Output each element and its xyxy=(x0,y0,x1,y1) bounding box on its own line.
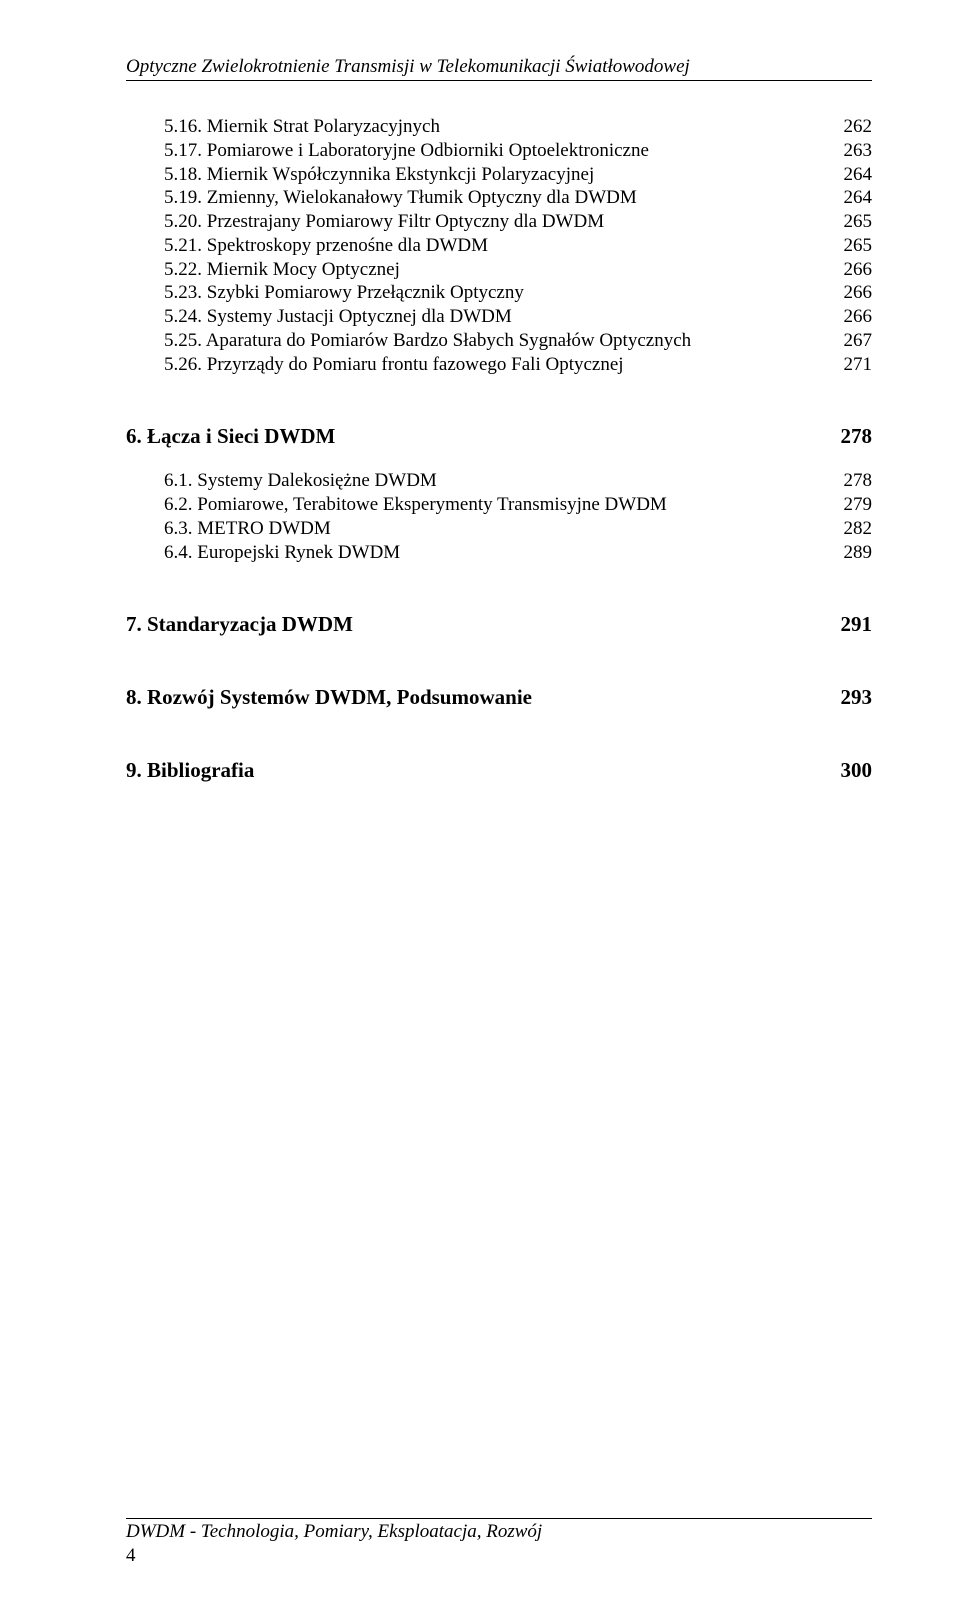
toc-page: 282 xyxy=(844,517,873,541)
toc-entry: 5.25. Aparatura do Pomiarów Bardzo Słaby… xyxy=(164,329,872,353)
toc-page: 263 xyxy=(844,139,873,163)
section-title: 6. Łącza i Sieci DWDM xyxy=(126,424,335,449)
toc-page: 266 xyxy=(844,305,873,329)
section-page: 291 xyxy=(841,612,873,637)
toc-entry: 5.19. Zmienny, Wielokanałowy Tłumik Opty… xyxy=(164,186,872,210)
toc-page: 266 xyxy=(844,258,873,282)
section-heading-7: 7. Standaryzacja DWDM 291 xyxy=(126,612,872,637)
toc-label: 5.22. Miernik Mocy Optycznej xyxy=(164,258,844,282)
toc-label: 5.17. Pomiarowe i Laboratoryjne Odbiorni… xyxy=(164,139,844,163)
section-title: 8. Rozwój Systemów DWDM, Podsumowanie xyxy=(126,685,532,710)
toc-entry: 5.26. Przyrządy do Pomiaru frontu fazowe… xyxy=(164,353,872,377)
toc-entry: 5.23. Szybki Pomiarowy Przełącznik Optyc… xyxy=(164,281,872,305)
page-footer: DWDM - Technologia, Pomiary, Eksploatacj… xyxy=(126,1518,872,1567)
toc-page: 266 xyxy=(844,281,873,305)
toc-page: 264 xyxy=(844,186,873,210)
toc-entry: 5.24. Systemy Justacji Optycznej dla DWD… xyxy=(164,305,872,329)
toc-label: 5.25. Aparatura do Pomiarów Bardzo Słaby… xyxy=(164,329,844,353)
section-heading-9: 9. Bibliografia 300 xyxy=(126,758,872,783)
toc-label: 5.23. Szybki Pomiarowy Przełącznik Optyc… xyxy=(164,281,844,305)
toc-entry: 6.2. Pomiarowe, Terabitowe Eksperymenty … xyxy=(164,493,872,517)
toc-label: 5.16. Miernik Strat Polaryzacyjnych xyxy=(164,115,844,139)
toc-page: 265 xyxy=(844,234,873,258)
toc-label: 5.24. Systemy Justacji Optycznej dla DWD… xyxy=(164,305,844,329)
toc-label: 6.1. Systemy Dalekosiężne DWDM xyxy=(164,469,844,493)
toc-entry: 5.22. Miernik Mocy Optycznej 266 xyxy=(164,258,872,282)
toc-entry: 6.1. Systemy Dalekosiężne DWDM 278 xyxy=(164,469,872,493)
toc-label: 5.20. Przestrajany Pomiarowy Filtr Optyc… xyxy=(164,210,844,234)
section-page: 278 xyxy=(841,424,873,449)
section-title: 7. Standaryzacja DWDM xyxy=(126,612,353,637)
toc-entry: 5.16. Miernik Strat Polaryzacyjnych 262 xyxy=(164,115,872,139)
toc-page: 289 xyxy=(844,541,873,565)
toc-label: 5.18. Miernik Współczynnika Ekstynkcji P… xyxy=(164,163,844,187)
toc-label: 5.19. Zmienny, Wielokanałowy Tłumik Opty… xyxy=(164,186,844,210)
toc-page: 264 xyxy=(844,163,873,187)
section-heading-6: 6. Łącza i Sieci DWDM 278 xyxy=(126,424,872,449)
toc-page: 278 xyxy=(844,469,873,493)
footer-text: DWDM - Technologia, Pomiary, Eksploatacj… xyxy=(126,1521,872,1543)
footer-rule xyxy=(126,1518,872,1519)
toc-label: 5.26. Przyrządy do Pomiaru frontu fazowe… xyxy=(164,353,844,377)
footer-page-number: 4 xyxy=(126,1545,872,1567)
toc-entry: 6.4. Europejski Rynek DWDM 289 xyxy=(164,541,872,565)
toc-entry: 5.20. Przestrajany Pomiarowy Filtr Optyc… xyxy=(164,210,872,234)
toc-label: 6.3. METRO DWDM xyxy=(164,517,844,541)
toc-entry: 6.3. METRO DWDM 282 xyxy=(164,517,872,541)
section-page: 300 xyxy=(841,758,873,783)
header-rule xyxy=(126,80,872,81)
section-page: 293 xyxy=(841,685,873,710)
toc-page: 265 xyxy=(844,210,873,234)
toc-label: 6.2. Pomiarowe, Terabitowe Eksperymenty … xyxy=(164,493,844,517)
section-title: 9. Bibliografia xyxy=(126,758,254,783)
toc-page: 279 xyxy=(844,493,873,517)
toc-entry: 5.21. Spektroskopy przenośne dla DWDM 26… xyxy=(164,234,872,258)
toc-page: 271 xyxy=(844,353,873,377)
page-header-title: Optyczne Zwielokrotnienie Transmisji w T… xyxy=(126,56,872,80)
toc-page: 267 xyxy=(844,329,873,353)
section-heading-8: 8. Rozwój Systemów DWDM, Podsumowanie 29… xyxy=(126,685,872,710)
toc-label: 5.21. Spektroskopy przenośne dla DWDM xyxy=(164,234,844,258)
toc-page: 262 xyxy=(844,115,873,139)
toc-label: 6.4. Europejski Rynek DWDM xyxy=(164,541,844,565)
toc-entry: 5.18. Miernik Współczynnika Ekstynkcji P… xyxy=(164,163,872,187)
toc-entry: 5.17. Pomiarowe i Laboratoryjne Odbiorni… xyxy=(164,139,872,163)
